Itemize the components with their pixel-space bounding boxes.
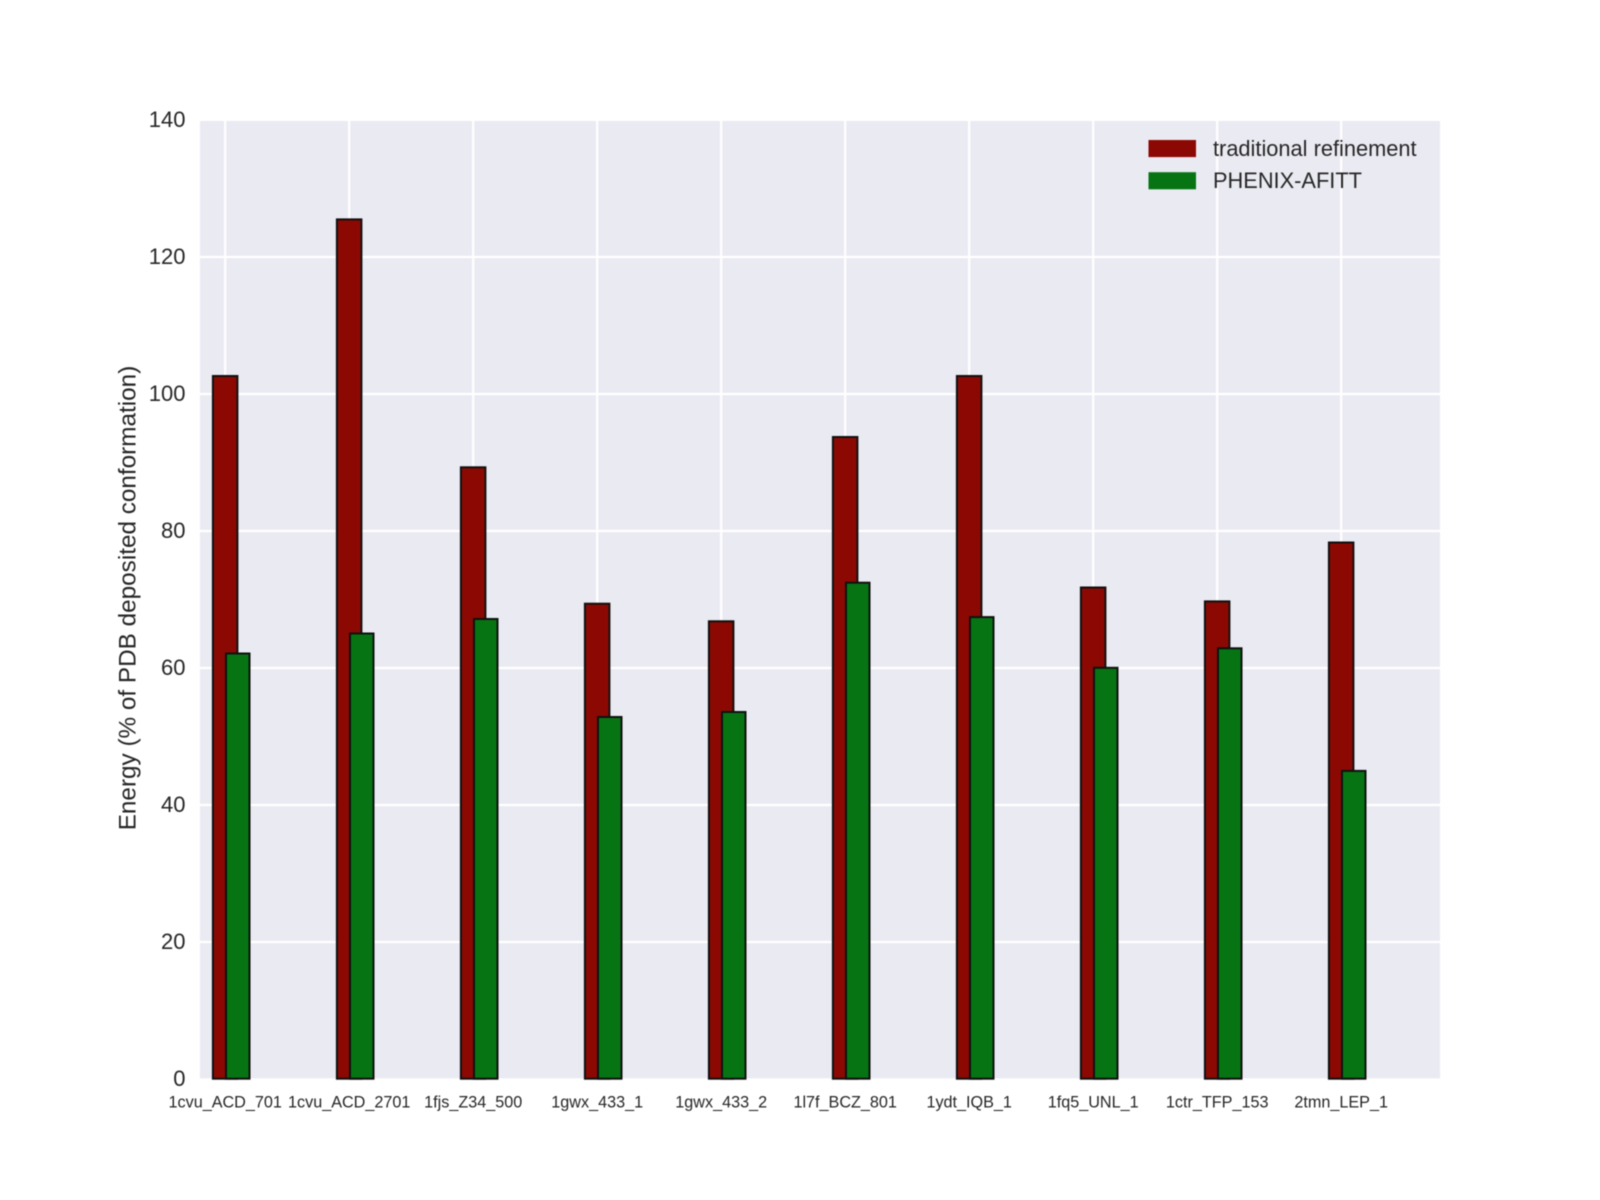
svg-text:1ctr_TFP_153: 1ctr_TFP_153	[1166, 1094, 1269, 1112]
svg-text:PHENIX-AFITT: PHENIX-AFITT	[1213, 168, 1362, 193]
svg-text:1gwx_433_2: 1gwx_433_2	[675, 1094, 767, 1112]
svg-text:1cvu_ACD_2701: 1cvu_ACD_2701	[288, 1094, 410, 1112]
svg-text:40: 40	[161, 792, 185, 817]
svg-text:100: 100	[149, 381, 186, 406]
svg-text:1l7f_BCZ_801: 1l7f_BCZ_801	[793, 1094, 897, 1112]
svg-text:140: 140	[149, 107, 186, 132]
svg-text:2tmn_LEP_1: 2tmn_LEP_1	[1294, 1094, 1388, 1112]
svg-text:1fjs_Z34_500: 1fjs_Z34_500	[424, 1094, 522, 1112]
svg-text:Energy (% of PDB deposited con: Energy (% of PDB deposited conformation)	[115, 366, 142, 831]
svg-text:120: 120	[149, 244, 186, 269]
svg-text:20: 20	[161, 929, 185, 954]
svg-text:60: 60	[161, 655, 185, 680]
svg-text:traditional refinement: traditional refinement	[1213, 136, 1417, 161]
svg-text:80: 80	[161, 518, 185, 543]
svg-text:1gwx_433_1: 1gwx_433_1	[551, 1094, 643, 1112]
svg-text:1fq5_UNL_1: 1fq5_UNL_1	[1048, 1094, 1139, 1112]
svg-text:1ydt_IQB_1: 1ydt_IQB_1	[926, 1094, 1012, 1112]
svg-text:1cvu_ACD_701: 1cvu_ACD_701	[169, 1094, 282, 1112]
svg-text:0: 0	[173, 1066, 185, 1091]
